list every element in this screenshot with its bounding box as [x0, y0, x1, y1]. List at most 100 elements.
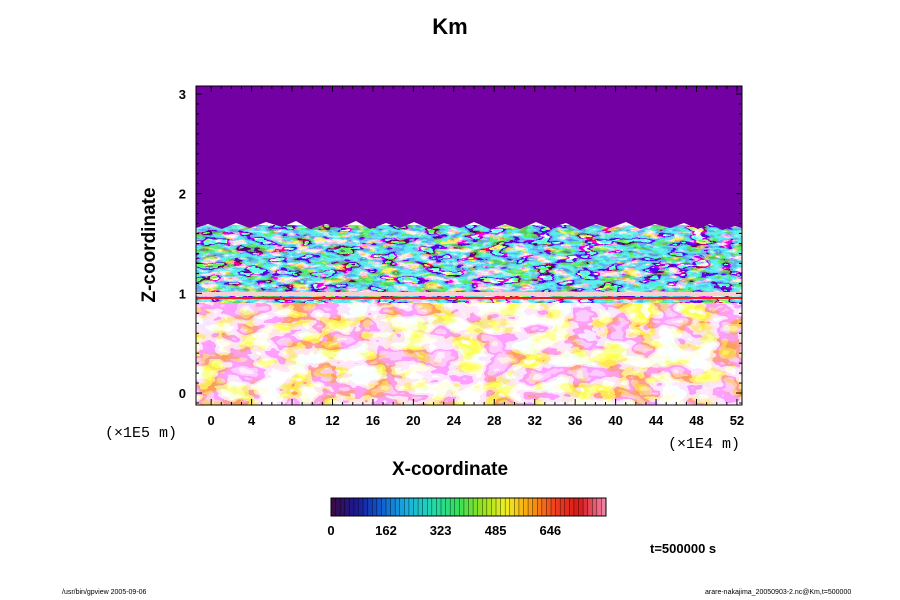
colorbar-cell: [573, 498, 579, 516]
colorbar-cell: [528, 498, 534, 516]
x-tick-label: 24: [447, 413, 462, 428]
colorbar-cell: [532, 498, 538, 516]
colorbar-cell: [583, 498, 589, 516]
y-tick-label: 0: [179, 386, 186, 401]
colorbar-cell: [523, 498, 529, 516]
colorbar-cell: [404, 498, 410, 516]
colorbar-cell: [367, 498, 373, 516]
colorbar-cell: [486, 498, 492, 516]
colorbar-cell: [500, 498, 506, 516]
colorbar-frame: [330, 497, 607, 517]
colorbar-cell: [427, 498, 433, 516]
colorbar-cell: [422, 498, 428, 516]
convective-plumes: [196, 303, 742, 405]
x-axis-unit: (×1E4 m): [668, 436, 741, 453]
y-tick-label: 3: [179, 87, 186, 102]
x-tick-label: 12: [325, 413, 339, 428]
colorbar-cell: [541, 498, 547, 516]
colorbar-tick-label: 646: [539, 523, 561, 538]
colorbar-cell: [344, 498, 350, 516]
colorbar-cell: [592, 498, 598, 516]
x-tick-label: 36: [568, 413, 582, 428]
colorbar-cell: [564, 498, 570, 516]
x-axis-label: X-coordinate: [391, 459, 509, 480]
x-tick-label: 4: [248, 413, 256, 428]
x-tick-label: 0: [208, 413, 215, 428]
y-axis-label: Z-coordinate: [139, 187, 160, 303]
chart-title: Km: [432, 14, 468, 39]
colorbar-cell: [459, 498, 465, 516]
time-annotation: t=500000 s: [650, 541, 717, 556]
colorbar-tick-label: 0: [327, 523, 334, 538]
colorbar-cell: [601, 498, 607, 516]
colorbar-cell: [569, 498, 575, 516]
colorbar-cell: [546, 498, 552, 516]
colorbar-cell: [331, 498, 337, 516]
turbulent-layer: [196, 225, 742, 303]
x-tick-label: 44: [649, 413, 664, 428]
colorbar-cell: [413, 498, 419, 516]
y-tick-label: 2: [179, 187, 186, 202]
colorbar-cell: [491, 498, 497, 516]
upper-uniform-layer: [196, 86, 742, 230]
colorbar-cell: [408, 498, 414, 516]
x-tick-label: 20: [406, 413, 420, 428]
colorbar-cell: [496, 498, 502, 516]
colorbar-cell: [537, 498, 543, 516]
y-tick-label: 1: [179, 286, 186, 301]
x-tick-label: 52: [730, 413, 744, 428]
colorbar-cell: [505, 498, 511, 516]
x-tick-label: 48: [689, 413, 703, 428]
colorbar-cell: [555, 498, 561, 516]
colorbar-cell: [395, 498, 401, 516]
colorbar-tick-label: 323: [430, 523, 452, 538]
x-tick-label: 40: [608, 413, 622, 428]
x-tick-label: 8: [288, 413, 295, 428]
colorbar-cell: [514, 498, 520, 516]
x-tick-label: 16: [366, 413, 380, 428]
colorbar-cell: [358, 498, 364, 516]
colorbar-cell: [454, 498, 460, 516]
colorbar-tick-label: 162: [375, 523, 397, 538]
y-axis-unit: (×1E5 m): [105, 425, 178, 442]
colorbar-cell: [372, 498, 378, 516]
colorbar-cell: [418, 498, 424, 516]
colorbar-tick-label: 485: [485, 523, 507, 538]
colorbar-cell: [445, 498, 451, 516]
colorbar-cell: [587, 498, 593, 516]
colorbar: 0 162 323 485 646: [327, 497, 607, 538]
colorbar-cell: [441, 498, 447, 516]
colorbar-cell: [509, 498, 515, 516]
colorbar-cell: [335, 498, 341, 516]
colorbar-cell: [450, 498, 456, 516]
colorbar-cell: [436, 498, 442, 516]
x-tick-label: 28: [487, 413, 501, 428]
colorbar-cell: [390, 498, 396, 516]
colorbar-cell: [551, 498, 557, 516]
colorbar-cell: [473, 498, 479, 516]
colorbar-cell: [518, 498, 524, 516]
colorbar-cell: [376, 498, 382, 516]
colorbar-cell: [463, 498, 469, 516]
colorbar-cell: [381, 498, 387, 516]
colorbar-cell: [578, 498, 584, 516]
colorbar-cell: [363, 498, 369, 516]
footer-command: /usr/bin/gpview 2005-09-06: [62, 589, 147, 596]
colorbar-cell: [386, 498, 392, 516]
colorbar-cell: [431, 498, 437, 516]
colorbar-cell: [353, 498, 359, 516]
colorbar-cell: [340, 498, 346, 516]
plot-frame: [195, 85, 743, 406]
x-tick-label: 32: [527, 413, 541, 428]
colorbar-cell: [596, 498, 602, 516]
heatmap-field: [196, 86, 742, 405]
colorbar-cell: [477, 498, 483, 516]
colorbar-cell: [482, 498, 488, 516]
footer-source: arare-nakajima_20050903-2.nc@Km,t=500000: [705, 589, 852, 596]
colorbar-cell: [349, 498, 355, 516]
colorbar-cell: [399, 498, 405, 516]
colorbar-cell: [468, 498, 474, 516]
colorbar-cell: [560, 498, 566, 516]
